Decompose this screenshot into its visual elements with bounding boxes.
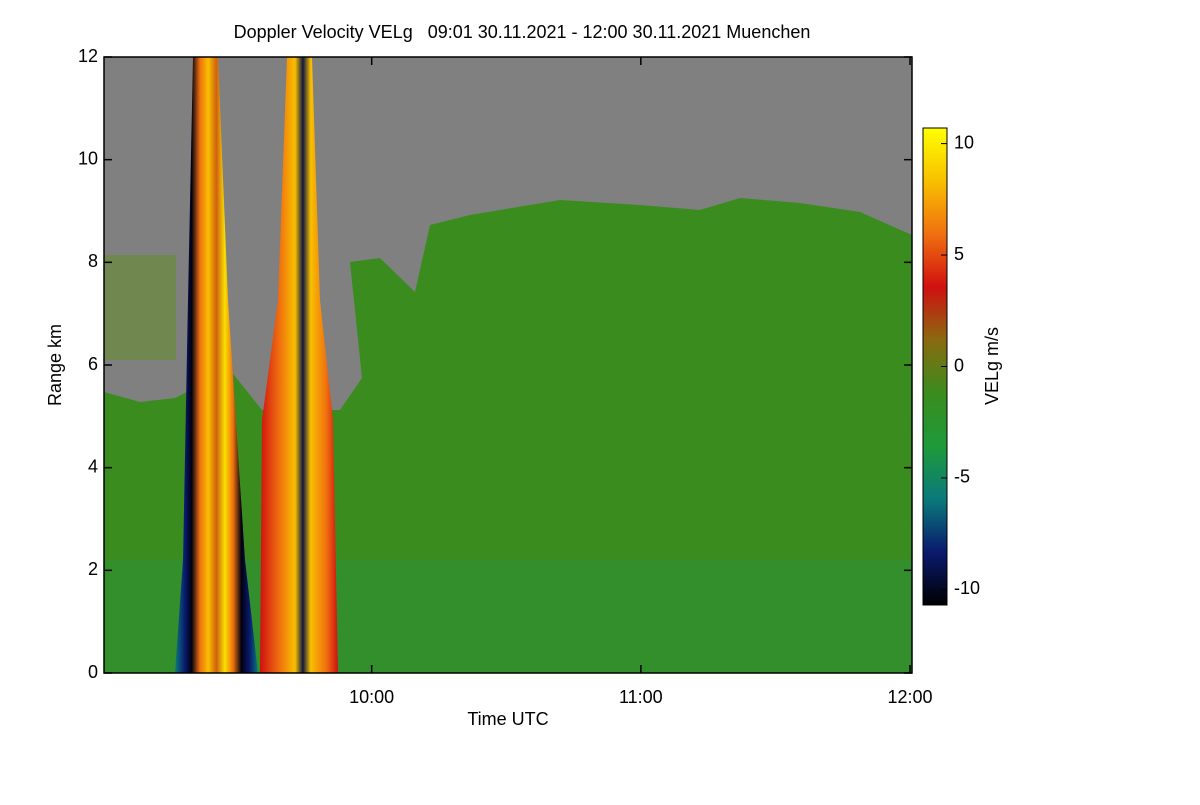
colorbar-tick-label: -10	[954, 578, 980, 598]
colorbar-tick-label: 10	[954, 132, 974, 152]
x-tick-label: 10:00	[349, 687, 394, 707]
velocity-field	[104, 57, 912, 673]
x-axis-label: Time UTC	[467, 709, 548, 729]
y-tick-label: 6	[88, 354, 98, 374]
y-tick-label: 4	[88, 456, 98, 476]
chart-title: Doppler Velocity VELg 09:01 30.11.2021 -…	[234, 22, 811, 42]
colorbar-label: VELg m/s	[982, 327, 1002, 405]
colorbar-tick-label: -5	[954, 467, 970, 487]
x-tick-label: 12:00	[887, 687, 932, 707]
y-tick-label: 2	[88, 559, 98, 579]
colorbar-tick-label: 5	[954, 244, 964, 264]
y-tick-label: 10	[78, 148, 98, 168]
y-tick-label: 8	[88, 251, 98, 271]
y-axis-label: Range km	[45, 324, 65, 406]
y-tick-label: 0	[88, 662, 98, 682]
colorbar-tick-label: 0	[954, 355, 964, 375]
y-tick-label: 12	[78, 46, 98, 66]
x-tick-label: 11:00	[619, 687, 663, 707]
